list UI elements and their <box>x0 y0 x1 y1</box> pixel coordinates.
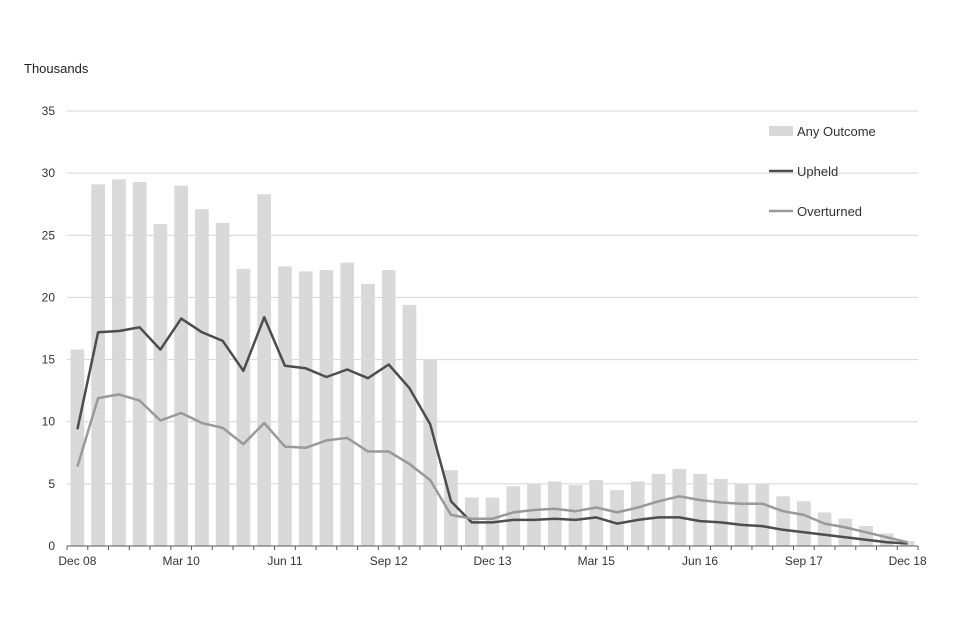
bar <box>651 473 666 546</box>
bar <box>257 194 272 546</box>
x-tick-label: Dec 13 <box>473 554 511 568</box>
y-tick-label: 0 <box>48 539 55 553</box>
bar <box>423 359 438 546</box>
x-tick-labels: Dec 08 Mar 10 Jun 11 Sep 12 Dec 13 Mar 15 Jun … <box>58 554 927 568</box>
bar <box>70 349 85 546</box>
y-tick-label: 35 <box>42 104 56 118</box>
bar <box>340 262 355 546</box>
legend-label: Overturned <box>797 204 862 219</box>
x-tick-label: Mar 15 <box>578 554 616 568</box>
x-tick-label: Sep 17 <box>785 554 823 568</box>
bar <box>776 496 790 546</box>
x-tick-label: Jun 16 <box>682 554 718 568</box>
y-tick-label: 15 <box>42 353 56 367</box>
x-tick-label: Mar 10 <box>162 554 200 568</box>
line-series <box>76 316 908 545</box>
bar <box>112 179 126 546</box>
y-tick-label: 5 <box>48 477 55 491</box>
bar <box>506 486 521 546</box>
bar <box>402 304 417 546</box>
y-tick-label: 25 <box>42 228 56 242</box>
y-tick-label: 20 <box>42 290 56 304</box>
bar <box>817 512 832 546</box>
x-tick-label: Dec 08 <box>58 554 96 568</box>
bar <box>755 483 770 546</box>
bar <box>568 485 583 546</box>
bar <box>195 209 209 546</box>
y-axis-unit-label: Thousands <box>24 61 89 76</box>
x-tick-label: Dec 18 <box>889 554 927 568</box>
bar-series <box>70 179 915 547</box>
bar <box>381 270 396 546</box>
bar <box>236 268 251 546</box>
bar <box>693 473 707 546</box>
bar <box>672 468 687 546</box>
bar <box>859 526 873 546</box>
bar <box>278 266 292 546</box>
series-line-overturned <box>76 393 908 544</box>
bar <box>900 541 915 546</box>
bar <box>91 184 105 547</box>
legend-swatch <box>769 126 793 136</box>
bar <box>215 222 230 546</box>
bar <box>527 483 541 546</box>
x-axis <box>66 545 919 550</box>
bar <box>610 490 624 546</box>
x-tick-label: Jun 11 <box>267 554 302 568</box>
bar <box>298 271 313 546</box>
y-tick-labels: 0 5 10 15 20 25 30 35 <box>42 104 56 553</box>
bar <box>589 480 604 546</box>
y-tick-label: 30 <box>42 166 56 180</box>
bar <box>319 270 334 546</box>
legend-label: Any Outcome <box>797 124 876 139</box>
bar <box>713 478 728 546</box>
bar <box>153 224 168 546</box>
bar <box>630 481 645 546</box>
legend-label: Upheld <box>797 164 838 179</box>
bar <box>734 483 749 546</box>
series-line-upheld <box>76 316 908 545</box>
gridlines <box>67 110 918 485</box>
bar <box>838 518 853 546</box>
legend: Any Outcome Upheld Overturned <box>769 124 876 219</box>
bar <box>132 181 147 547</box>
bar <box>174 185 189 547</box>
x-tick-label: Sep 12 <box>370 554 408 568</box>
y-tick-label: 10 <box>42 415 56 429</box>
bar <box>547 481 562 546</box>
bar <box>796 501 811 546</box>
bar <box>361 283 375 546</box>
